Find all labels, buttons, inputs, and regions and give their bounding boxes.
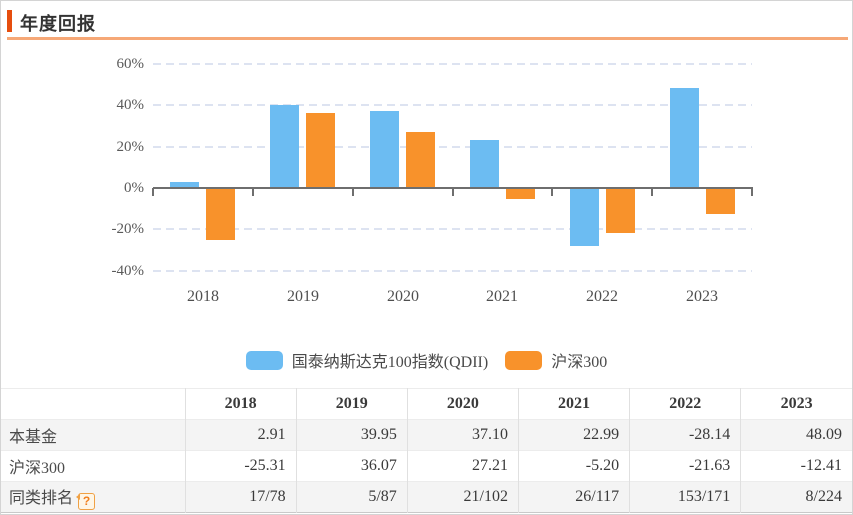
table-year-header: 2018 — [184, 388, 297, 420]
bar-2021-series1[interactable] — [506, 188, 535, 199]
table-year-header: 2023 — [740, 388, 852, 420]
x-axis-label-2023: 2023 — [686, 288, 718, 305]
table-cell: 2.91 — [184, 419, 297, 451]
table-cell: -12.41 — [740, 450, 852, 482]
row-label: 沪深300 — [1, 451, 185, 482]
row-label-text: 本基金 — [9, 429, 58, 446]
bar-2018-series0[interactable] — [170, 182, 199, 188]
annual-returns-table: 2018 2019 2020 2021 2022 2023 本基金 2.91 39.95 37.… — [1, 388, 852, 513]
x-axis-tick — [751, 188, 753, 196]
table-header-row: 2018 2019 2020 2021 2022 2023 — [1, 388, 852, 420]
gridline-20% — [153, 146, 752, 148]
y-axis-label: 60% — [116, 56, 145, 72]
table-corner-cell — [1, 389, 185, 420]
legend-swatch-icon — [245, 350, 283, 370]
table-year-header: 2022 — [629, 388, 741, 420]
legend-label: 沪深300 — [551, 354, 608, 371]
table-cell: 8/224 — [740, 481, 852, 513]
bar-2020-series1[interactable] — [406, 132, 435, 188]
gridline-40% — [153, 104, 752, 106]
x-axis-label-2018: 2018 — [187, 288, 219, 305]
bar-2023-series0[interactable] — [670, 88, 699, 188]
table-row-2: 同类排名? 17/78 5/87 21/102 26/117 153/171 8/224 — [1, 481, 852, 513]
x-axis-tick — [152, 188, 154, 196]
title-underline — [7, 37, 848, 40]
table-cell: -25.31 — [184, 450, 297, 482]
table-year-header: 2019 — [295, 388, 408, 420]
legend-label: 国泰纳斯达克100指数(QDII) — [291, 354, 489, 371]
table-row-0: 本基金 2.91 39.95 37.10 22.99 -28.14 48.09 — [1, 419, 852, 451]
legend-swatch-icon — [505, 350, 543, 370]
table-year-header: 2020 — [406, 388, 519, 420]
bar-2019-series1[interactable] — [306, 113, 335, 188]
annual-returns-bar-chart: 60% 40% 20% 0% -20% -40% 2018 2019 2020 2021 2022 2… — [1, 45, 852, 315]
table-cell: 27.21 — [406, 450, 519, 482]
table-cell: 22.99 — [517, 419, 630, 451]
page-title: 年度回报 — [20, 14, 96, 34]
table-cell: 153/171 — [629, 481, 741, 513]
x-axis-tick — [252, 188, 254, 196]
help-icon[interactable]: ? — [76, 493, 96, 510]
table-cell: 36.07 — [295, 450, 408, 482]
table-cell: 26/117 — [517, 481, 630, 513]
table-cell: -21.63 — [629, 450, 741, 482]
bar-2020-series0[interactable] — [370, 111, 399, 188]
table-year-header: 2021 — [517, 388, 630, 420]
row-label-text: 同类排名 — [9, 490, 74, 507]
chart-legend: 国泰纳斯达克100指数(QDII) 沪深300 — [1, 348, 852, 372]
table-cell: 21/102 — [406, 481, 519, 513]
y-axis-label: 0% — [124, 180, 144, 196]
gridline--20% — [153, 228, 752, 230]
legend-item-series1[interactable]: 沪深300 — [505, 348, 607, 372]
table-row-1: 沪深300 -25.31 36.07 27.21 -5.20 -21.63 -12.41 — [1, 450, 852, 482]
x-axis-tick — [551, 188, 553, 196]
table-cell: 17/78 — [184, 481, 297, 513]
legend-item-series0[interactable]: 国泰纳斯达克100指数(QDII) — [245, 348, 489, 372]
y-axis-label: 20% — [116, 139, 145, 155]
y-axis-label: 40% — [116, 97, 145, 113]
x-axis-label-2021: 2021 — [486, 288, 518, 305]
table-cell: -28.14 — [629, 419, 741, 451]
x-axis-label-2022: 2022 — [586, 288, 618, 305]
bar-2022-series1[interactable] — [606, 188, 635, 233]
table-cell: 39.95 — [295, 419, 408, 451]
table-cell: 37.10 — [406, 419, 519, 451]
gridline--40% — [153, 270, 752, 272]
x-axis-tick — [651, 188, 653, 196]
row-label: 本基金 — [1, 420, 185, 451]
bar-2018-series1[interactable] — [206, 188, 235, 240]
bar-2023-series1[interactable] — [706, 188, 735, 214]
row-label: 同类排名? — [1, 482, 185, 513]
bar-2019-series0[interactable] — [270, 105, 299, 188]
title-accent-bar — [7, 10, 12, 32]
table-cell: 5/87 — [295, 481, 408, 513]
x-axis-tick — [452, 188, 454, 196]
x-axis-label-2019: 2019 — [287, 288, 319, 305]
table-cell: 48.09 — [740, 419, 852, 451]
y-axis-label: -40% — [111, 263, 145, 279]
bar-2022-series0[interactable] — [570, 188, 599, 246]
x-axis-label-2020: 2020 — [387, 288, 419, 305]
y-axis-label: -20% — [111, 221, 145, 237]
x-axis-tick — [352, 188, 354, 196]
table-cell: -5.20 — [517, 450, 630, 482]
gridline-60% — [153, 63, 752, 65]
row-label-text: 沪深300 — [9, 460, 66, 477]
bar-2021-series0[interactable] — [470, 140, 499, 188]
